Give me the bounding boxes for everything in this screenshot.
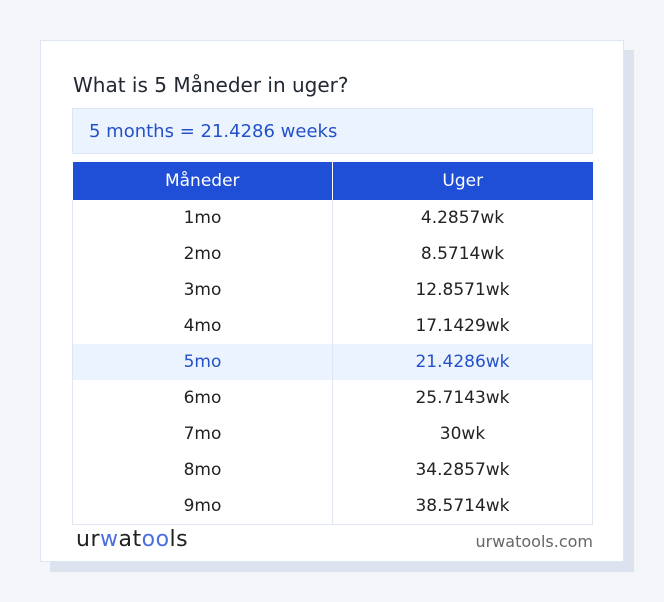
weeks-cell: 12.8571wk [332,272,593,308]
table-row: 9mo 38.5714wk [72,488,593,525]
site-url: urwatools.com [475,532,594,551]
months-cell: 2mo [72,236,333,272]
months-cell: 7mo [72,416,333,452]
conversion-card: What is 5 Måneder in uger? 5 months = 21… [40,40,624,562]
column-header-months: Måneder [72,162,333,200]
months-cell: 3mo [72,272,333,308]
table-row: 3mo 12.8571wk [72,272,593,308]
weeks-cell: 30wk [332,416,593,452]
months-cell: 8mo [72,452,333,488]
result-box: 5 months = 21.4286 weeks [72,108,593,154]
table-row: 8mo 34.2857wk [72,452,593,488]
weeks-cell: 8.5714wk [332,236,593,272]
weeks-cell: 4.2857wk [332,200,593,236]
months-cell: 9mo [72,488,333,525]
table-row: 4mo 17.1429wk [72,308,593,344]
weeks-cell: 38.5714wk [332,488,593,525]
weeks-cell: 17.1429wk [332,308,593,344]
months-cell: 4mo [72,308,333,344]
table-row: 5mo 21.4286wk [72,344,593,380]
weeks-cell: 34.2857wk [332,452,593,488]
page-title: What is 5 Måneder in uger? [73,73,349,97]
urwatools-logo: urwatools [76,527,189,552]
table-row: 2mo 8.5714wk [72,236,593,272]
weeks-cell: 25.7143wk [332,380,593,416]
conversion-table: Måneder Uger 1mo 4.2857wk 2mo 8.5714wk 3mo 12… [72,162,593,525]
table-row: 7mo 30wk [72,416,593,452]
months-cell: 5mo [72,344,333,380]
column-header-weeks: Uger [332,162,593,200]
table-row: 1mo 4.2857wk [72,200,593,236]
months-cell: 1mo [72,200,333,236]
months-cell: 6mo [72,380,333,416]
weeks-cell: 21.4286wk [332,344,593,380]
table-row: 6mo 25.7143wk [72,380,593,416]
